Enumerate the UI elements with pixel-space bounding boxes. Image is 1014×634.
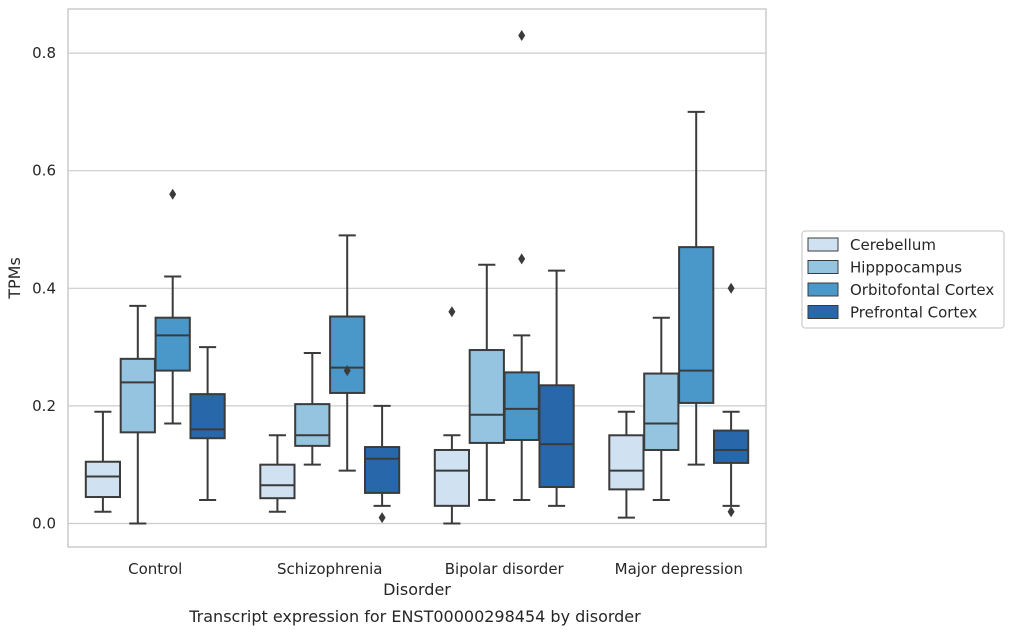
outlier-point bbox=[343, 365, 351, 377]
outlier-point bbox=[169, 188, 177, 200]
legend-item: Hipppocampus bbox=[807, 259, 962, 277]
iqr-box bbox=[608, 434, 645, 491]
box-plot-box bbox=[678, 110, 715, 466]
y-axis-ticks: 0.0 0.2 0.4 0.6 0.8 bbox=[32, 44, 56, 532]
legend-label: Hipppocampus bbox=[850, 259, 962, 277]
legend-label: Cerebellum bbox=[850, 236, 936, 254]
legend-swatch bbox=[807, 305, 839, 319]
iqr-box bbox=[363, 446, 401, 494]
legend: Cerebellum Hipppocampus Orbitofontal Corte… bbox=[801, 230, 1005, 329]
legend-label: Orbitofontal Cortex bbox=[850, 281, 994, 299]
outlier-point bbox=[727, 282, 735, 294]
box-plot-box bbox=[643, 316, 680, 501]
chart-caption: Transcript expression for ENST0000029845… bbox=[188, 607, 641, 626]
box-plot-box bbox=[608, 410, 645, 519]
iqr-box bbox=[84, 460, 122, 499]
box-plot-box bbox=[712, 282, 750, 518]
legend-swatch bbox=[807, 282, 839, 297]
box-plot-box bbox=[294, 351, 331, 466]
x-tick-label: Major depression bbox=[615, 560, 743, 578]
y-tick-label: 0.4 bbox=[32, 279, 56, 297]
iqr-box bbox=[119, 357, 156, 434]
y-tick-label: 0.0 bbox=[32, 514, 56, 532]
box-plot-box bbox=[329, 234, 366, 472]
iqr-box bbox=[643, 372, 680, 451]
legend-swatch bbox=[807, 260, 839, 274]
iqr-box bbox=[678, 246, 715, 404]
box-plot-box bbox=[538, 269, 575, 507]
box-plot-series bbox=[84, 29, 750, 525]
iqr-box bbox=[329, 315, 366, 394]
legend-item: Orbitofontal Cortex bbox=[807, 281, 994, 299]
outlier-point bbox=[448, 306, 456, 318]
iqr-box bbox=[433, 448, 471, 507]
legend-item: Prefrontal Cortex bbox=[807, 304, 977, 322]
iqr-box bbox=[189, 393, 226, 440]
plot-frame bbox=[67, 8, 767, 548]
box-plot-box bbox=[433, 306, 471, 525]
outlier-point bbox=[518, 253, 526, 265]
iqr-box bbox=[294, 403, 331, 447]
x-tick-label: Schizophrenia bbox=[277, 560, 382, 578]
y-axis-label: TPMs bbox=[5, 257, 24, 300]
y-tick-label: 0.8 bbox=[32, 44, 56, 62]
legend-label: Prefrontal Cortex bbox=[850, 304, 977, 322]
y-tick-label: 0.6 bbox=[32, 162, 56, 180]
box-plot-box bbox=[84, 410, 122, 513]
box-plot-box bbox=[363, 404, 401, 524]
x-axis-label: Disorder bbox=[383, 580, 451, 599]
box-plot-box bbox=[189, 346, 226, 501]
iqr-box bbox=[503, 371, 540, 441]
legend-swatch bbox=[807, 237, 839, 252]
outlier-point bbox=[378, 512, 386, 524]
outlier-point bbox=[727, 506, 735, 518]
box-plot-box bbox=[259, 434, 296, 513]
box-plot-box bbox=[119, 304, 156, 525]
iqr-box bbox=[468, 349, 505, 444]
box-plot-box bbox=[503, 29, 540, 501]
x-tick-label: Bipolar disorder bbox=[445, 560, 565, 578]
iqr-box bbox=[259, 463, 296, 500]
outlier-point bbox=[518, 29, 526, 41]
box-plot-box bbox=[468, 263, 505, 501]
iqr-box bbox=[538, 384, 575, 489]
legend-item: Cerebellum bbox=[807, 236, 936, 254]
iqr-box bbox=[712, 429, 750, 464]
box-plot-box bbox=[154, 188, 191, 425]
y-tick-label: 0.2 bbox=[32, 397, 56, 415]
iqr-box bbox=[154, 316, 191, 372]
x-axis-ticks: Control Schizophrenia Bipolar disorder Majo… bbox=[128, 560, 743, 578]
legend-frame bbox=[801, 230, 1005, 329]
x-tick-label: Control bbox=[128, 560, 182, 578]
